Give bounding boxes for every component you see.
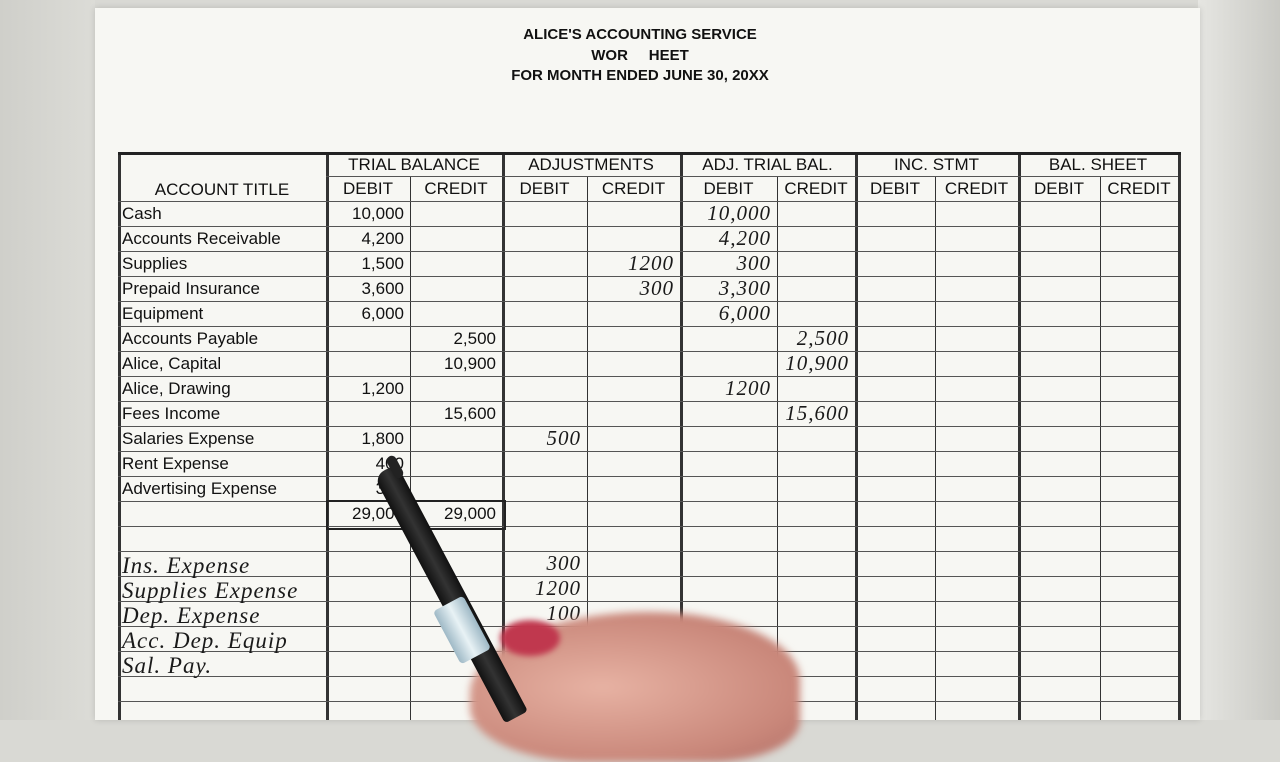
account-title: Accounts Receivable [122,229,281,248]
amount-adj-debit: 1200 [535,576,581,600]
amount-tb-debit: 1,200 [361,379,404,398]
column-divider [680,152,683,720]
column-divider [326,152,329,720]
row-divider [118,401,1178,402]
table-top-border [118,152,1181,155]
row-divider [118,326,1178,327]
header-account-title: ACCOUNT TITLE [154,180,290,199]
amount-tb-debit: 1,800 [361,429,404,448]
company-name: ALICE'S ACCOUNTING SERVICE [523,26,757,43]
column-divider [935,176,936,720]
period-line: FOR MONTH ENDED JUNE 30, 20XX [511,67,769,84]
account-title: Prepaid Insurance [122,279,260,298]
column-divider [855,152,858,720]
header-adjustments-credit: CREDIT [601,179,666,198]
header-bal-sheet: BAL. SHEET [1048,155,1148,174]
account-title: Equipment [122,304,204,323]
amount-atb-debit: 300 [736,251,771,275]
row-divider [118,551,1178,552]
header-adj-trial-bal-credit: CREDIT [784,179,848,198]
header-adj-trial-bal-debit: DEBIT [703,179,754,198]
column-divider [587,176,588,720]
header-adj-trial-bal: ADJ. TRIAL BAL. [702,155,833,174]
header-bal-sheet-credit: CREDIT [1107,179,1171,198]
amount-atb-debit: 4,200 [718,226,771,250]
account-title: Supplies Expense [122,578,299,603]
amount-adj-credit: 300 [639,276,674,300]
column-divider [1100,176,1101,720]
row-divider [118,501,1178,502]
row-divider [118,201,1178,202]
amount-adj-credit: 1200 [628,251,674,275]
amount-tb-debit: 4,200 [361,229,404,248]
header-inc-stmt-credit: CREDIT [944,179,1009,198]
header-trial-balance: TRIAL BALANCE [348,155,480,174]
account-title: Alice, Drawing [122,379,231,398]
account-title: Fees Income [122,404,221,423]
amount-tb-debit: 3,600 [361,279,404,298]
header-bal-sheet-debit: DEBIT [1033,179,1085,198]
account-title: Cash [122,204,162,223]
row-divider [118,451,1178,452]
header-divider [326,176,1178,177]
amount-atb-credit: 2,500 [796,326,849,350]
header-inc-stmt: INC. STMT [894,155,979,174]
account-title: Alice, Capital [122,354,222,373]
header-adjustments-debit: DEBIT [519,179,570,198]
amount-atb-debit: 3,300 [718,276,771,300]
amount-atb-debit: 10,000 [707,201,771,225]
header-inc-stmt-debit: DEBIT [869,179,921,198]
amount-tb-debit: 10,000 [352,204,404,223]
row-divider [118,426,1178,427]
amount-tb-credit: 2,500 [453,329,496,348]
column-divider [1018,152,1021,720]
row-divider [118,251,1178,252]
row-divider [118,351,1178,352]
account-title: Dep. Expense [122,603,261,628]
column-divider [118,152,121,720]
amount-atb-debit: 1200 [725,376,771,400]
amount-tb-credit: 15,600 [444,404,496,423]
amount-tb-credit: 29,000 [444,504,496,523]
row-divider [118,476,1178,477]
amount-atb-credit: 15,600 [785,401,849,425]
column-divider [1178,152,1181,720]
amount-atb-debit: 6,000 [718,301,771,325]
header-adjustments: ADJUSTMENTS [528,155,654,174]
account-title: Supplies [122,254,188,273]
worksheet-table: ACCOUNT TITLE TRIAL BALANCE DEBIT CREDIT ADJ… [118,152,1181,720]
amount-adj-debit: 300 [546,551,581,575]
account-title: Sal. Pay. [122,653,213,678]
header-trial-balance-credit: CREDIT [424,179,488,198]
column-divider [410,176,411,720]
row-divider [118,301,1178,302]
background-wall [0,0,95,720]
fingernail [500,620,560,656]
amount-tb-credit: 10,900 [444,354,496,373]
account-title: Ins. Expense [122,553,251,578]
row-divider [118,601,1178,602]
account-title: Rent Expense [122,454,229,473]
account-title: Acc. Dep. Equip [122,628,288,653]
row-divider [118,376,1178,377]
column-divider [502,152,505,720]
row-divider [118,576,1178,577]
amount-adj-debit: 500 [546,426,581,450]
account-title: Accounts Payable [122,329,259,348]
document-title: WOR HEET [591,47,689,64]
header-trial-balance-debit: DEBIT [342,179,394,198]
row-divider [118,276,1178,277]
amount-tb-debit: 6,000 [361,304,404,323]
account-title: Salaries Expense [122,429,255,448]
account-title: Advertising Expense [122,479,277,498]
column-divider [777,176,778,720]
row-divider [118,226,1178,227]
background-wall [1198,0,1280,720]
row-divider [118,526,1178,527]
amount-atb-credit: 10,900 [785,351,849,375]
amount-tb-debit: 1,500 [361,254,404,273]
